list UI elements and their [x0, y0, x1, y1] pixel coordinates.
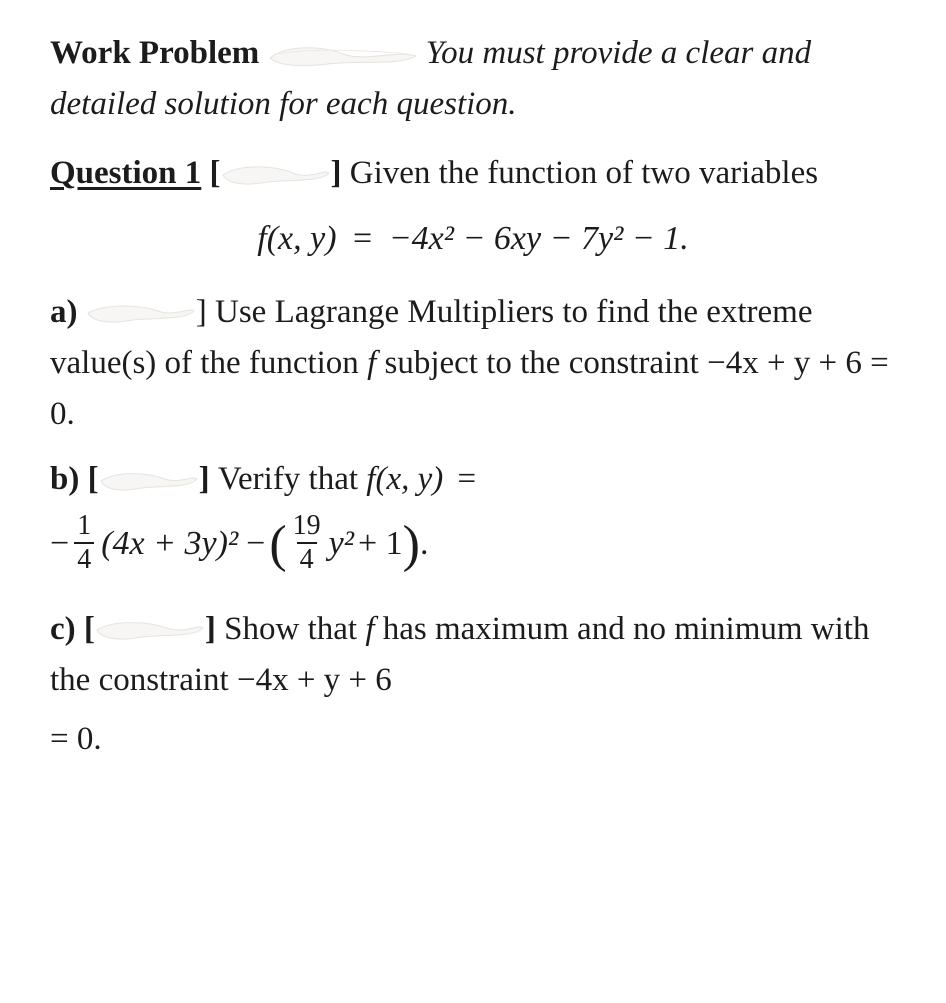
part-a-period: .: [67, 396, 75, 432]
part-a-text2: subject to the constraint: [376, 345, 707, 381]
bracket-open-b: [: [88, 461, 99, 497]
bracket-close-a: ]: [196, 294, 215, 330]
work-problem-label: Work Problem: [50, 35, 259, 71]
y2-term: y²: [329, 518, 354, 571]
problem-header-block: Work Problem You must provide a clear an…: [50, 28, 896, 130]
part-c-eqzero-line: = 0.: [50, 714, 896, 765]
part-c: c) [ ] Show that f has maximum and no mi…: [50, 604, 896, 706]
function-definition: f(x, y) = −4x² − 6xy − 7y² − 1.: [50, 215, 896, 263]
fxy-rhs: −4x² − 6xy − 7y² − 1.: [389, 220, 689, 257]
minus-1: −: [50, 518, 69, 571]
plus-one: + 1: [358, 518, 403, 571]
fxy-lhs: f(x, y): [257, 220, 336, 257]
bracket-close-b: ]: [199, 461, 218, 497]
part-b: b) [ ] Verify that f(x, y) =: [50, 454, 896, 505]
eq-zero: = 0: [50, 721, 93, 757]
frac2-num: 19: [290, 512, 324, 542]
smudge-2: [221, 161, 331, 191]
part-c-constraint: −4x + y + 6: [237, 662, 392, 698]
part-c-period: .: [93, 721, 101, 757]
page-root: Work Problem You must provide a clear an…: [0, 0, 946, 813]
frac-1-4: 1 4: [74, 512, 94, 574]
bracket-open: [: [210, 155, 221, 191]
part-a: a) ] Use Lagrange Multipliers to find th…: [50, 287, 896, 440]
part-b-fxy: f(x, y): [366, 461, 443, 497]
frac2-den: 4: [297, 542, 317, 574]
part-b-period: .: [420, 518, 429, 571]
part-a-f: f: [367, 345, 376, 381]
part-c-text1: Show that: [224, 611, 365, 647]
part-c-label: c): [50, 611, 76, 647]
part-b-expression: − 1 4 (4x + 3y)² − ( 19 4 y² + 1 ) .: [50, 514, 896, 576]
part-b-verify: Verify that: [218, 461, 366, 497]
term-4x3y2: (4x + 3y)²: [101, 518, 238, 571]
frac1-num: 1: [74, 512, 94, 542]
question-line: Question 1 [ ] Given the function of two…: [50, 148, 896, 199]
smudge-4: [99, 467, 199, 497]
bracket-close: ]: [331, 155, 350, 191]
frac1-den: 4: [74, 542, 94, 574]
question-intro: Given the function of two variables: [350, 155, 818, 191]
bracket-close-c: ]: [205, 611, 224, 647]
part-a-label: a): [50, 294, 78, 330]
frac-19-4: 19 4: [290, 512, 324, 574]
smudge-3: [86, 299, 196, 329]
minus-2: −: [246, 518, 265, 571]
part-b-eq: =: [458, 461, 477, 497]
bracket-open-c: [: [84, 611, 95, 647]
eq-sign-1: =: [353, 220, 372, 257]
question-label: Question 1: [50, 155, 201, 191]
smudge-5: [95, 616, 205, 646]
part-b-label: b): [50, 461, 79, 497]
smudge-1: [268, 40, 418, 70]
